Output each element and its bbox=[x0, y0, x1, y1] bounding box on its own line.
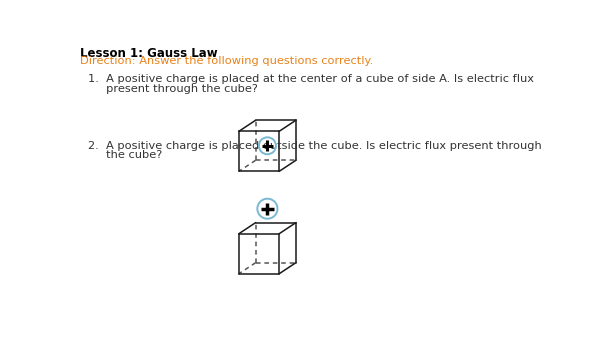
Text: 1.  A positive charge is placed at the center of a cube of side A. Is electric f: 1. A positive charge is placed at the ce… bbox=[88, 74, 535, 84]
Text: Lesson 1: Gauss Law: Lesson 1: Gauss Law bbox=[80, 47, 218, 60]
Text: the cube?: the cube? bbox=[88, 150, 163, 160]
Text: Direction: Answer the following questions correctly.: Direction: Answer the following question… bbox=[80, 56, 373, 66]
Text: 2.  A positive charge is placed outside the cube. Is electric flux present throu: 2. A positive charge is placed outside t… bbox=[88, 141, 542, 151]
Text: present through the cube?: present through the cube? bbox=[88, 84, 258, 94]
